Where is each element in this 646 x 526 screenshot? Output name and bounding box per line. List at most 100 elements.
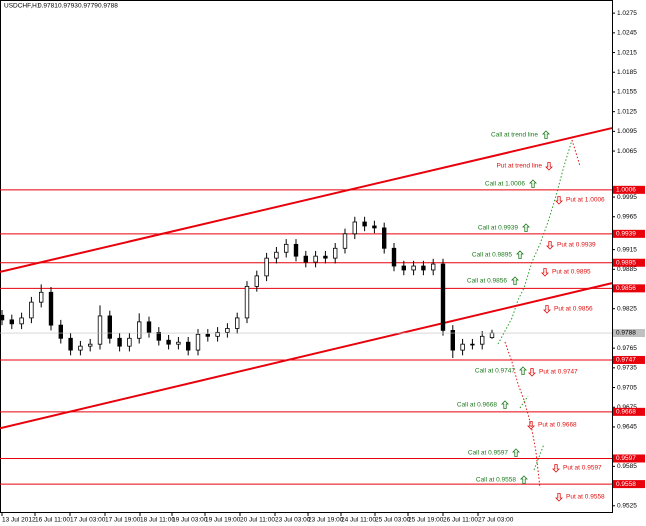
candle bbox=[107, 310, 112, 344]
down-arrow bbox=[555, 196, 563, 205]
candle bbox=[185, 336, 191, 356]
put-label: Put at 1.0006 bbox=[566, 197, 605, 204]
x-tick-label: 25 Jul 19:00 bbox=[408, 517, 444, 524]
candle bbox=[470, 338, 475, 350]
y-tick-label: 0.9825 bbox=[617, 305, 637, 312]
y-tick-label: 0.9995 bbox=[617, 194, 637, 201]
candle bbox=[401, 260, 406, 276]
candle bbox=[19, 312, 24, 330]
candle-body bbox=[332, 247, 338, 259]
candle bbox=[332, 243, 338, 264]
candle-body bbox=[342, 233, 348, 249]
candle bbox=[450, 325, 455, 358]
candle bbox=[234, 312, 240, 334]
trend-line bbox=[0, 127, 613, 273]
level-label-box bbox=[613, 355, 645, 364]
y-tick-label: 1.0215 bbox=[617, 49, 637, 56]
y-tick-label: 1.0155 bbox=[617, 89, 637, 96]
candle-body bbox=[0, 314, 5, 321]
put-path bbox=[571, 139, 581, 167]
candle-body bbox=[460, 343, 465, 351]
candle bbox=[166, 334, 171, 350]
y-tick-label: 1.0245 bbox=[617, 30, 637, 37]
last-price-label: 0.9788 bbox=[616, 330, 636, 337]
candle-body bbox=[146, 321, 152, 333]
down-arrow bbox=[546, 241, 554, 250]
candle bbox=[68, 333, 73, 356]
put-label: Put at 0.9747 bbox=[539, 369, 578, 376]
call-label: Call at 0.9939 bbox=[478, 225, 518, 232]
level-label-box bbox=[613, 258, 645, 267]
call-path bbox=[497, 139, 573, 345]
y-tick-label: 0.9915 bbox=[617, 246, 637, 253]
chart-title: USDCHF,H1 bbox=[4, 3, 41, 10]
x-tick-label: 18 Jul 11:00 bbox=[140, 517, 175, 524]
candle bbox=[88, 338, 93, 352]
x-tick-label: 19 Jul 03:00 bbox=[172, 517, 208, 524]
candle-body bbox=[323, 255, 328, 259]
y-tick-label: 0.9965 bbox=[617, 213, 637, 220]
candle bbox=[215, 327, 220, 342]
candle bbox=[381, 222, 387, 254]
candle bbox=[244, 281, 250, 324]
candle-body bbox=[372, 225, 377, 229]
down-arrow bbox=[543, 305, 551, 314]
candle bbox=[58, 319, 63, 344]
candle-body bbox=[391, 247, 397, 267]
y-tick-label: 1.0095 bbox=[617, 128, 637, 135]
candle-body bbox=[78, 345, 83, 351]
candle-body bbox=[88, 343, 93, 347]
call-label: Call at trend line bbox=[491, 132, 538, 139]
put-label: Put at 0.9856 bbox=[554, 306, 593, 313]
candle bbox=[352, 216, 357, 240]
ohlc-open: 0.9781 bbox=[38, 3, 58, 10]
candle bbox=[362, 216, 367, 232]
call-label: Call at 0.9747 bbox=[475, 368, 515, 375]
candle bbox=[421, 260, 426, 276]
x-tick-label: 25 Jul 03:00 bbox=[375, 517, 411, 524]
put-label: Put at 0.9939 bbox=[557, 242, 596, 249]
candle-body bbox=[254, 275, 259, 287]
candle-body bbox=[430, 263, 436, 271]
candle-body bbox=[479, 335, 485, 345]
candle bbox=[303, 250, 308, 268]
ohlc-low: 0.9779 bbox=[78, 3, 98, 10]
trend-line bbox=[0, 282, 613, 430]
call-path bbox=[519, 395, 529, 409]
down-arrow bbox=[552, 464, 560, 473]
x-tick-label: 17 Jul 19:00 bbox=[105, 517, 141, 524]
down-arrow bbox=[545, 162, 553, 171]
candle-body bbox=[39, 291, 44, 303]
plot-frame bbox=[0, 0, 613, 513]
level-label-box bbox=[613, 407, 645, 416]
candle bbox=[440, 258, 446, 336]
candle-body bbox=[107, 315, 112, 339]
y-tick-label: 1.0125 bbox=[617, 108, 637, 115]
y-tick-label: 0.9735 bbox=[617, 365, 637, 372]
down-arrow bbox=[555, 493, 563, 502]
down-arrow bbox=[527, 421, 535, 430]
x-tick-label: 20 Jul 11:00 bbox=[240, 517, 275, 524]
candle bbox=[293, 239, 299, 262]
candle bbox=[430, 258, 436, 276]
candle bbox=[460, 338, 465, 356]
candle-body bbox=[421, 265, 426, 271]
up-arrow bbox=[519, 366, 527, 375]
y-tick-label: 1.0185 bbox=[617, 69, 637, 76]
up-arrow bbox=[520, 475, 528, 484]
candle-body bbox=[19, 317, 24, 325]
up-arrow bbox=[511, 276, 519, 285]
candle bbox=[254, 270, 259, 292]
candle-body bbox=[156, 331, 161, 341]
call-label: Call at 0.9558 bbox=[476, 477, 516, 484]
candle bbox=[195, 329, 201, 356]
candle bbox=[97, 305, 103, 350]
ohlc-high: 0.9793 bbox=[58, 3, 78, 10]
y-tick-label: 0.9765 bbox=[617, 345, 637, 352]
x-tick-label: 19 Jul 19:00 bbox=[205, 517, 241, 524]
call-label: Call at 0.9668 bbox=[457, 402, 497, 409]
candle-body bbox=[381, 227, 387, 249]
down-arrow bbox=[541, 268, 549, 277]
level-label-box bbox=[613, 454, 645, 463]
